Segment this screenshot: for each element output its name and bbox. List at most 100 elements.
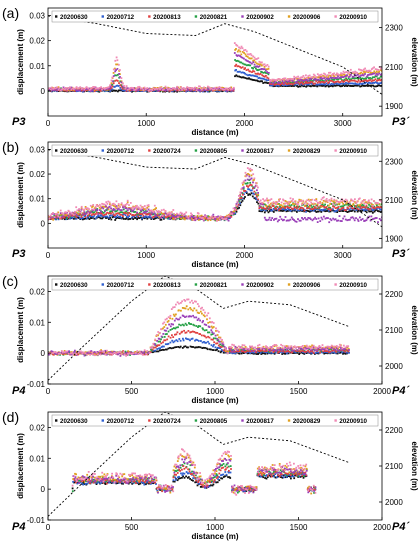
- data-point: [379, 199, 382, 202]
- data-point: [356, 83, 359, 86]
- data-point: [205, 329, 208, 331]
- data-point: [307, 80, 310, 82]
- data-point: [257, 198, 259, 201]
- data-point: [231, 89, 234, 91]
- data-point: [62, 88, 65, 91]
- data-point: [310, 85, 312, 88]
- data-point: [219, 345, 222, 348]
- data-point: [136, 87, 138, 90]
- data-point: [234, 49, 237, 51]
- data-point: [338, 209, 341, 211]
- data-point: [340, 72, 342, 75]
- data-point: [136, 204, 138, 207]
- data-point: [267, 211, 270, 214]
- data-point: [166, 321, 169, 323]
- data-point: [209, 89, 212, 92]
- data-point: [193, 316, 196, 319]
- data-point: [289, 197, 292, 200]
- data-point: [229, 216, 231, 219]
- data-point: [337, 347, 339, 350]
- data-point: [175, 346, 178, 348]
- data-point: [147, 208, 150, 211]
- data-point: [129, 89, 132, 92]
- data-point: [353, 210, 356, 213]
- data-point: [90, 217, 93, 219]
- data-point: [249, 78, 252, 81]
- data-point: [258, 201, 261, 203]
- data-point: [261, 352, 264, 355]
- data-point: [84, 207, 87, 210]
- data-point: [242, 180, 245, 183]
- data-point: [263, 66, 266, 68]
- data-point: [132, 87, 135, 89]
- data-point: [172, 216, 174, 219]
- data-point: [210, 333, 213, 336]
- data-point: [342, 82, 345, 85]
- data-point: [292, 198, 294, 200]
- data-point: [201, 347, 204, 349]
- data-point: [133, 211, 135, 213]
- data-point: [364, 85, 367, 87]
- data-point: [71, 89, 74, 92]
- data-point: [162, 208, 165, 211]
- data-point: [125, 351, 128, 354]
- data-point: [94, 213, 97, 215]
- data-point: [302, 75, 305, 77]
- data-point: [304, 209, 307, 212]
- data-point: [170, 90, 173, 93]
- data-point: [143, 350, 146, 353]
- data-point: [157, 350, 160, 353]
- data-point: [213, 341, 216, 344]
- data-point: [113, 350, 115, 353]
- data-point: [62, 214, 65, 217]
- data-point: [263, 75, 266, 78]
- data-point: [332, 205, 335, 208]
- data-point: [351, 71, 354, 74]
- data-point: [276, 201, 279, 204]
- data-point: [304, 346, 307, 348]
- data-point: [315, 218, 318, 220]
- data-point: [332, 200, 335, 203]
- data-point: [129, 207, 132, 210]
- data-point: [228, 87, 231, 89]
- data-point: [252, 349, 254, 352]
- data-point: [119, 80, 122, 83]
- legend-item: 20200829: [287, 148, 321, 155]
- data-point: [215, 330, 217, 332]
- data-point: [81, 212, 84, 215]
- data-point: [345, 71, 347, 74]
- data-point: [163, 213, 165, 216]
- data-point: [268, 210, 271, 212]
- legend-item: 20200630: [55, 14, 88, 21]
- data-point: [348, 208, 351, 211]
- data-point: [114, 205, 117, 208]
- data-point: [75, 89, 77, 92]
- data-point: [252, 59, 255, 62]
- y-tick-label: 0.03: [29, 145, 45, 154]
- data-point: [334, 82, 337, 85]
- data-point: [339, 74, 342, 76]
- data-point: [247, 188, 249, 190]
- data-point: [307, 81, 310, 84]
- data-point: [115, 56, 118, 59]
- data-point: [288, 219, 290, 222]
- data-point: [349, 68, 352, 71]
- data-point: [66, 350, 69, 353]
- data-point: [275, 350, 277, 352]
- data-point: [371, 77, 373, 80]
- data-point: [291, 349, 294, 352]
- data-point: [241, 56, 244, 59]
- data-point: [191, 213, 193, 216]
- data-point: [207, 88, 209, 91]
- data-point: [195, 346, 198, 349]
- data-point: [238, 206, 240, 209]
- data-point: [291, 351, 294, 354]
- data-point: [363, 209, 365, 212]
- data-point: [311, 203, 314, 205]
- data-point: [175, 339, 178, 341]
- data-point: [328, 347, 330, 349]
- data-point: [316, 202, 319, 204]
- data-point: [181, 323, 184, 326]
- data-point: [84, 217, 87, 220]
- data-point: [233, 52, 236, 54]
